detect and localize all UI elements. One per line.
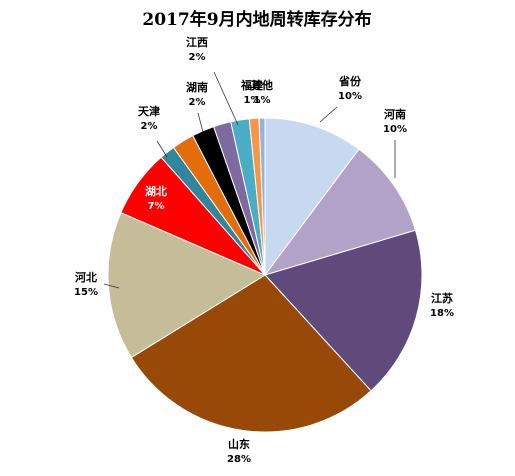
slice-percent: 7% xyxy=(148,201,165,212)
slice-label: 河南 xyxy=(384,107,406,121)
leader-lines xyxy=(103,71,396,289)
slice-percent: 2% xyxy=(189,52,206,63)
leader-line xyxy=(213,71,239,126)
slice-label: 河北 xyxy=(75,270,97,284)
slice-label: 其他 xyxy=(251,78,273,92)
slice-label: 山东 xyxy=(228,437,250,451)
slice-percent: 10% xyxy=(383,124,407,135)
slice-percent: 10% xyxy=(338,91,362,102)
pie-slice xyxy=(258,117,266,276)
leader-line xyxy=(319,106,338,123)
slice-label: 江苏 xyxy=(431,291,453,305)
pie-slice xyxy=(107,211,267,359)
slice-label: 天津 xyxy=(138,104,160,118)
pie-slice xyxy=(264,229,423,392)
slice-label: 江西 xyxy=(186,35,208,49)
slice-label: 湖北 xyxy=(145,184,167,198)
slice-label: 福建 xyxy=(240,78,264,92)
slice-percent: 28% xyxy=(227,454,251,465)
slice-percent: 18% xyxy=(430,308,454,319)
slice-percent: 2% xyxy=(141,121,158,132)
pie-slice xyxy=(264,117,360,277)
slice-percent: 1% xyxy=(244,95,261,106)
slice-labels: 省份 10% 河南 10% 江苏 18% 山东 28% 河北 15% 湖北 7% 天津 2% 湖南 2% 江西 2… xyxy=(74,35,454,465)
leader-line xyxy=(156,140,168,158)
chart-title: 2017年9月内地周转库存分布 xyxy=(142,9,371,30)
slice-percent: 15% xyxy=(74,287,98,298)
pie-slice xyxy=(263,148,417,276)
pie-slices xyxy=(107,117,423,433)
leader-line xyxy=(103,283,120,289)
pie-slice xyxy=(130,274,372,433)
slice-percent: 2% xyxy=(189,97,206,108)
slice-percent: 1% xyxy=(254,95,271,106)
slice-label: 湖南 xyxy=(186,80,208,94)
slice-label: 省份 xyxy=(338,74,362,88)
leader-line xyxy=(197,112,204,133)
